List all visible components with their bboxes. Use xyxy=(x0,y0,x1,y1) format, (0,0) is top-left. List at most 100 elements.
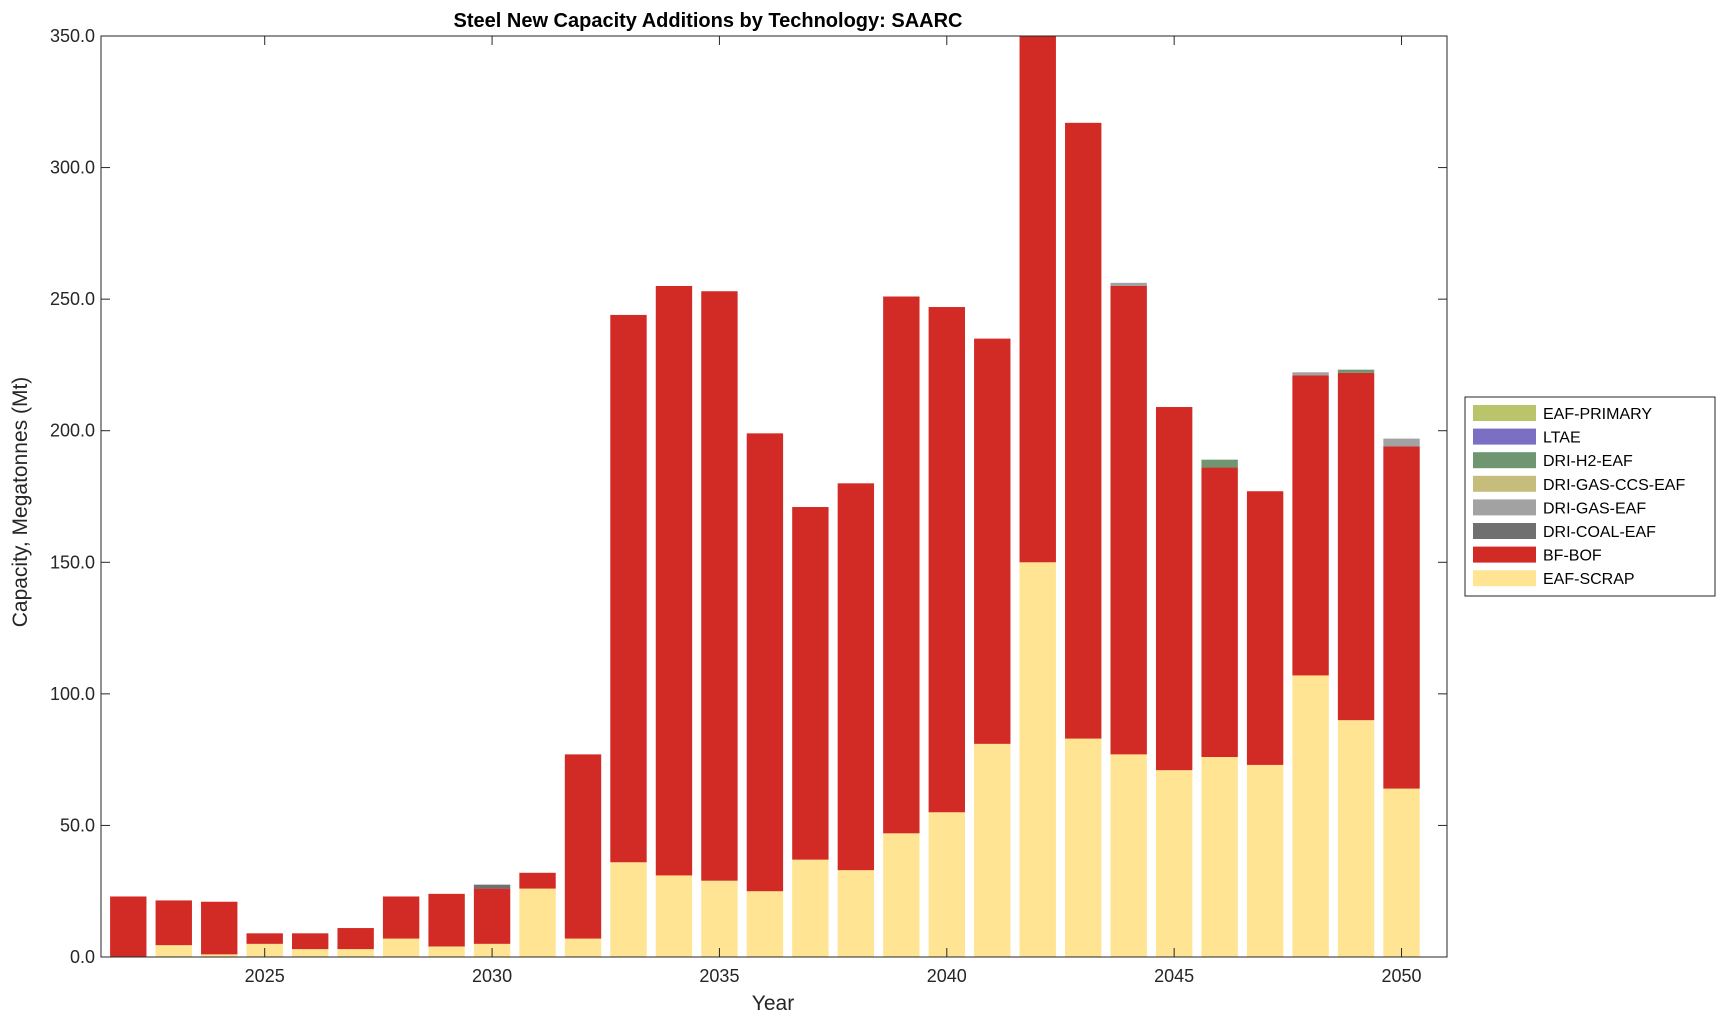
bar-bf-bof-2048 xyxy=(1292,375,1329,676)
bar-bf-bof-2046 xyxy=(1201,467,1238,758)
y-tick-label: 50.0 xyxy=(60,815,95,835)
bar-bf-bof-2033 xyxy=(610,314,647,863)
bar-dri-gas-eaf-2044 xyxy=(1110,282,1147,286)
bar-bf-bof-2047 xyxy=(1246,491,1284,765)
chart-title: Steel New Capacity Additions by Technolo… xyxy=(454,10,963,32)
bar-bf-bof-2029 xyxy=(428,893,465,947)
legend-label-dri-gas-ccs-eaf: DRI-GAS-CCS-EAF xyxy=(1543,477,1685,494)
bar-bf-bof-2045 xyxy=(1155,407,1193,771)
x-tick-label: 2030 xyxy=(472,966,512,986)
legend-swatch-dri-coal-eaf xyxy=(1473,523,1536,539)
bar-bf-bof-2026 xyxy=(291,933,329,950)
legend-label-ltae: LTAE xyxy=(1543,430,1581,447)
bar-bf-bof-2038 xyxy=(837,483,875,871)
bar-eaf-scrap-2042 xyxy=(1019,562,1056,957)
legend-label-bf-bof: BF-BOF xyxy=(1543,548,1602,565)
bar-eaf-scrap-2023 xyxy=(155,945,192,957)
bar-bf-bof-2049 xyxy=(1337,372,1375,721)
bar-eaf-scrap-2049 xyxy=(1337,720,1375,957)
bar-dri-gas-eaf-2048 xyxy=(1292,372,1329,376)
legend-label-eaf-scrap: EAF-SCRAP xyxy=(1543,571,1635,588)
bar-bf-bof-2034 xyxy=(655,285,693,876)
bar-eaf-scrap-2044 xyxy=(1110,754,1147,957)
bar-eaf-scrap-2038 xyxy=(837,870,875,957)
y-tick-label: 100.0 xyxy=(50,684,95,704)
bar-eaf-scrap-2036 xyxy=(746,891,784,957)
bar-eaf-scrap-2029 xyxy=(428,946,465,957)
legend-swatch-dri-gas-ccs-eaf xyxy=(1473,475,1536,492)
legend-swatch-dri-gas-eaf xyxy=(1473,499,1536,516)
y-axis: 0.0 50.0 100.0 150.0 200.0 250.0 300.0 350.0 xyxy=(50,26,1447,967)
x-axis: 2025 2030 2035 2040 2045 2050 xyxy=(245,36,1422,986)
bar-eaf-scrap-2040 xyxy=(928,812,965,957)
plot-area xyxy=(100,35,1448,958)
bar-eaf-scrap-2028 xyxy=(382,938,420,957)
legend-swatch-dri-h2-eaf xyxy=(1473,452,1536,469)
bar-bf-bof-2040 xyxy=(928,307,965,813)
bar-eaf-scrap-2024 xyxy=(201,954,238,957)
bar-eaf-scrap-2050 xyxy=(1383,788,1420,957)
y-tick-label: 200.0 xyxy=(50,421,95,441)
bar-dri-h2-eaf-2049 xyxy=(1337,369,1375,373)
y-axis-label: Capacity, Megatonnes (Mt) xyxy=(9,377,32,628)
bar-bf-bof-2025 xyxy=(246,933,283,944)
bar-bf-bof-2039 xyxy=(883,296,920,834)
x-tick-label: 2025 xyxy=(245,966,285,986)
bar-bf-bof-2037 xyxy=(792,507,829,860)
plot-frame xyxy=(100,35,1448,958)
bar-bf-bof-2028 xyxy=(382,896,420,939)
bar-eaf-scrap-2033 xyxy=(610,862,647,957)
y-tick-label: 250.0 xyxy=(50,289,95,309)
y-tick-label: 350.0 xyxy=(50,26,95,46)
bar-dri-coal-eaf-2030 xyxy=(473,884,511,889)
x-tick-label: 2050 xyxy=(1382,966,1422,986)
bar-bf-bof-2032 xyxy=(564,754,602,939)
bar-bf-bof-2022 xyxy=(110,896,147,957)
bar-bf-bof-2036 xyxy=(746,433,784,892)
x-tick-label: 2045 xyxy=(1154,966,1194,986)
bar-eaf-scrap-2045 xyxy=(1155,770,1193,957)
bar-eaf-scrap-2046 xyxy=(1201,757,1238,957)
bar-eaf-scrap-2043 xyxy=(1065,738,1102,957)
y-tick-label: 300.0 xyxy=(50,158,95,178)
bar-eaf-scrap-2039 xyxy=(883,833,920,957)
bar-bf-bof-2044 xyxy=(1110,285,1147,755)
legend-swatch-bf-bof xyxy=(1473,546,1536,563)
bar-eaf-scrap-2026 xyxy=(291,949,329,957)
bar-bf-bof-2030 xyxy=(473,888,511,944)
legend-label-eaf-primary: EAF-PRIMARY xyxy=(1543,406,1652,423)
legend: EAF-PRIMARY LTAE DRI-H2-EAF DRI-GAS-CCS-EAF… xyxy=(1464,396,1716,597)
bar-bf-bof-2050 xyxy=(1383,446,1420,789)
x-tick-label: 2035 xyxy=(699,966,739,986)
y-tick-label: 0.0 xyxy=(70,947,95,967)
bar-eaf-scrap-2032 xyxy=(564,938,602,957)
bar-eaf-scrap-2048 xyxy=(1292,675,1329,957)
legend-label-dri-h2-eaf: DRI-H2-EAF xyxy=(1543,453,1633,470)
bar-eaf-scrap-2034 xyxy=(655,875,693,957)
bar-eaf-scrap-2047 xyxy=(1246,764,1284,957)
bar-eaf-scrap-2037 xyxy=(792,859,829,957)
bar-eaf-scrap-2031 xyxy=(519,888,556,957)
bar-bf-bof-2035 xyxy=(701,291,738,881)
legend-label-dri-gas-eaf: DRI-GAS-EAF xyxy=(1543,500,1646,517)
legend-swatch-eaf-scrap xyxy=(1473,570,1536,587)
y-tick-label: 150.0 xyxy=(50,552,95,572)
legend-label-dri-coal-eaf: DRI-COAL-EAF xyxy=(1543,524,1656,541)
x-axis-label: Year xyxy=(752,992,794,1015)
legend-box xyxy=(1464,396,1716,597)
bar-dri-h2-eaf-2046 xyxy=(1201,459,1238,468)
legend-swatch-ltae xyxy=(1473,428,1536,445)
bar-dri-gas-eaf-2050 xyxy=(1383,438,1420,447)
bar-eaf-scrap-2041 xyxy=(974,743,1011,957)
bar-bf-bof-2041 xyxy=(974,338,1011,744)
legend-swatch-eaf-primary xyxy=(1473,405,1536,421)
bar-eaf-scrap-2027 xyxy=(337,949,374,957)
bar-bf-bof-2042 xyxy=(1019,36,1056,563)
x-tick-label: 2040 xyxy=(927,966,967,986)
bar-bf-bof-2031 xyxy=(519,872,556,889)
bar-eaf-scrap-2035 xyxy=(701,880,738,957)
bar-bf-bof-2043 xyxy=(1065,122,1102,739)
bar-bf-bof-2024 xyxy=(201,901,238,955)
bar-bf-bof-2023 xyxy=(155,900,192,946)
